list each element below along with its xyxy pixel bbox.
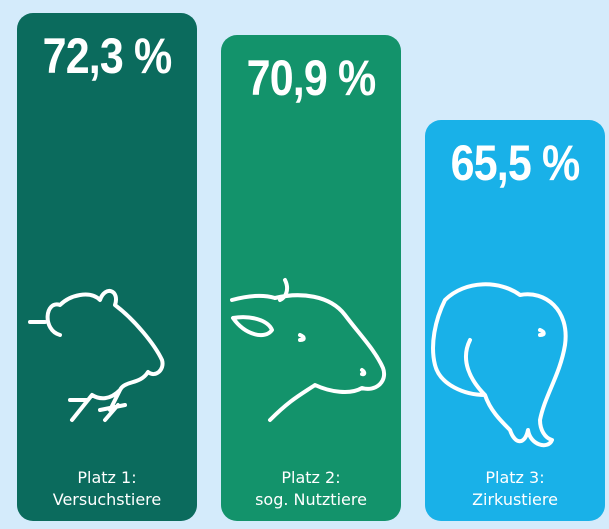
value-label: 65,5 %	[450, 135, 581, 192]
bar	[221, 35, 401, 521]
value-label: 70,9 %	[246, 50, 377, 107]
category-label: Platz 3: Zirkustiere	[472, 468, 558, 509]
category-label: Platz 1: Versuchstiere	[52, 468, 162, 509]
category-label: Platz 2: sog. Nutztiere	[255, 468, 367, 509]
value-label: 72,3 %	[42, 28, 173, 85]
bar	[17, 13, 197, 521]
